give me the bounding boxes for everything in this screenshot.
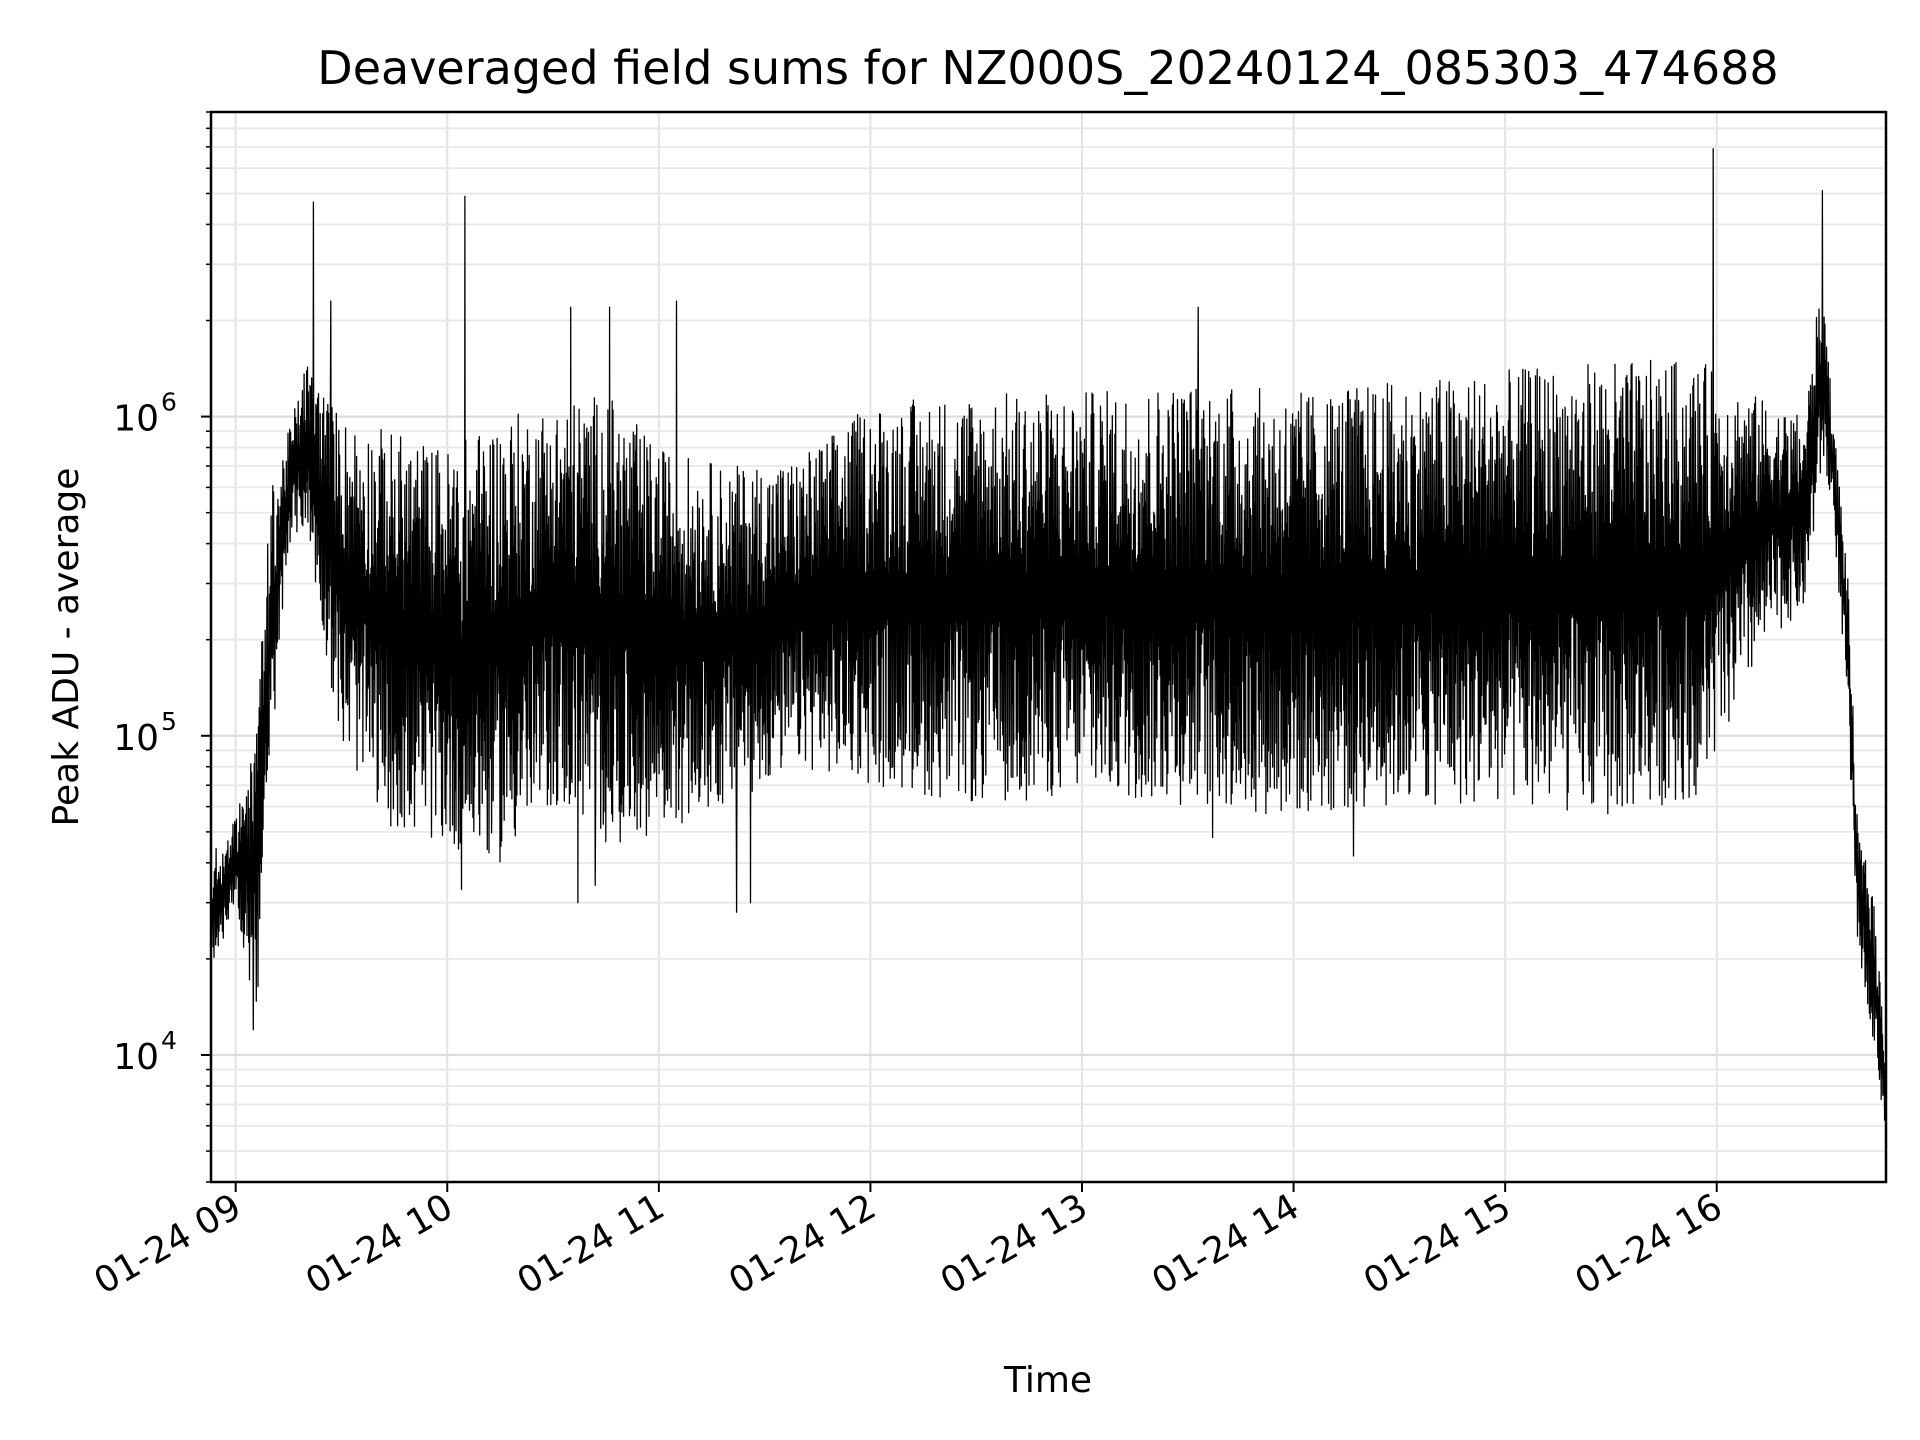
y-axis-label: Peak ADU - average <box>46 468 87 827</box>
x-tick-label: 01-24 15 <box>1357 1186 1518 1302</box>
x-tick-label: 01-24 13 <box>934 1186 1095 1302</box>
y-tick-label-exponent: 6 <box>161 388 177 417</box>
series-line <box>210 148 1887 1121</box>
x-tick-label: 01-24 14 <box>1145 1186 1306 1302</box>
x-tick-label: 01-24 09 <box>88 1186 249 1302</box>
y-tick-label-base: 10 <box>113 399 159 440</box>
x-tick-label: 01-24 10 <box>299 1186 460 1302</box>
y-tick-label: 10 4 <box>113 1026 177 1078</box>
y-tick-label-exponent: 4 <box>161 1026 177 1055</box>
y-tick-label-base: 10 <box>113 1037 159 1078</box>
x-tick-label: 01-24 16 <box>1569 1186 1730 1302</box>
y-tick-label-base: 10 <box>113 718 159 759</box>
tick-layer <box>201 111 1718 1192</box>
x-axis-label: Time <box>1003 1360 1092 1401</box>
x-tick-label: 01-24 11 <box>511 1186 672 1302</box>
chart-title: Deaveraged field sums for NZ000S_2024012… <box>317 41 1778 95</box>
x-tick-label: 01-24 12 <box>722 1186 883 1302</box>
series-line-layer <box>210 148 1887 1121</box>
y-tick-label-exponent: 5 <box>161 707 177 736</box>
y-tick-label: 10 5 <box>113 707 177 759</box>
y-tick-label: 10 6 <box>113 388 177 440</box>
plot-area-frame <box>209 110 1888 1184</box>
